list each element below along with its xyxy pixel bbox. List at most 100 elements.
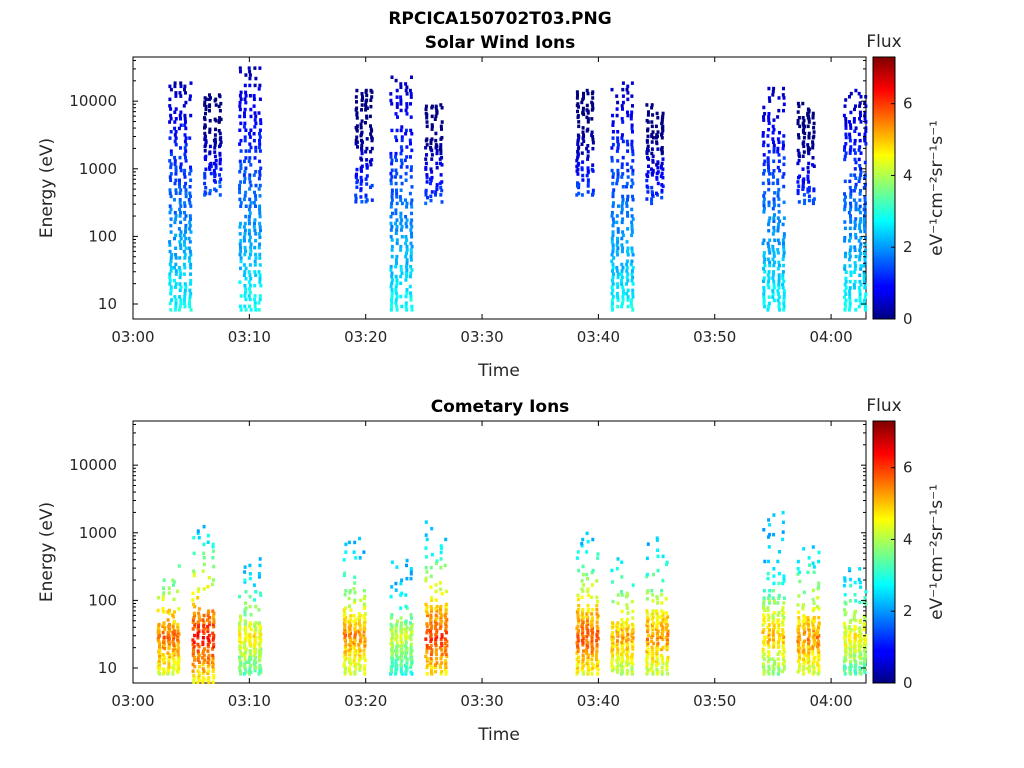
heatmap-cell	[585, 626, 589, 631]
heatmap-cell	[621, 155, 625, 160]
heatmap-cell	[189, 194, 192, 199]
heatmap-cell	[249, 613, 253, 617]
heatmap-cell	[355, 124, 359, 128]
heatmap-cell	[435, 661, 439, 665]
heatmap-cell	[848, 301, 852, 306]
heatmap-cell	[591, 568, 595, 573]
heatmap-cell	[767, 279, 771, 284]
heatmap-cell	[169, 269, 173, 273]
heatmap-cell	[778, 308, 782, 312]
heatmap-cell	[849, 618, 853, 623]
heatmap-cell	[767, 244, 771, 249]
heatmap-cell	[354, 631, 357, 635]
heatmap-cell	[812, 634, 816, 638]
heatmap-cell	[621, 217, 625, 221]
heatmap-cell	[595, 634, 599, 639]
heatmap-cell	[862, 669, 866, 673]
y-tick-label: 100	[88, 227, 117, 245]
heatmap-cell	[864, 236, 867, 240]
heatmap-cell	[183, 295, 187, 299]
heatmap-cell	[184, 285, 188, 289]
heatmap-cell	[342, 664, 346, 668]
heatmap-cell	[772, 270, 775, 274]
heatmap-cell	[213, 143, 217, 147]
heatmap-cell	[796, 648, 800, 652]
heatmap-cell	[243, 657, 247, 661]
heatmap-cell	[849, 91, 853, 96]
heatmap-cell	[595, 579, 599, 583]
heatmap-cell	[409, 254, 413, 259]
heatmap-cell	[621, 230, 625, 234]
heatmap-cell	[768, 260, 772, 265]
heatmap-cell	[244, 308, 248, 312]
heatmap-cell	[655, 651, 659, 656]
heatmap-cell	[364, 177, 368, 181]
heatmap-cell	[580, 618, 584, 622]
heatmap-cell	[806, 621, 810, 625]
heatmap-cell	[410, 165, 413, 169]
heatmap-cell	[355, 111, 359, 115]
heatmap-cell	[244, 94, 248, 98]
heatmap-cell	[807, 619, 811, 623]
heatmap-cell	[817, 639, 821, 643]
heatmap-cell	[858, 220, 862, 224]
heatmap-cell	[796, 161, 800, 166]
heatmap-cell	[424, 654, 428, 659]
heatmap-cell	[244, 204, 248, 208]
heatmap-cell	[354, 95, 358, 99]
heatmap-cell	[782, 301, 786, 306]
heatmap-cell	[391, 278, 394, 282]
heatmap-cell	[615, 107, 619, 111]
heatmap-cell	[424, 157, 428, 161]
heatmap-cell	[364, 150, 368, 154]
heatmap-cell	[581, 178, 585, 182]
heatmap-cell	[616, 663, 620, 668]
heatmap-cell	[586, 144, 590, 148]
heatmap-cell	[179, 236, 183, 241]
heatmap-cell	[610, 657, 614, 661]
heatmap-cell	[762, 140, 766, 144]
heatmap-cell	[365, 146, 369, 151]
heatmap-cell	[853, 286, 856, 290]
heatmap-cell	[258, 83, 262, 88]
heatmap-cell	[611, 599, 615, 604]
heatmap-cell	[202, 542, 206, 547]
heatmap-cell	[631, 253, 635, 257]
heatmap-cell	[848, 567, 851, 571]
heatmap-cell	[211, 544, 215, 549]
heatmap-cell	[798, 655, 801, 660]
heatmap-cell	[816, 644, 820, 649]
heatmap-cell	[239, 259, 243, 264]
heatmap-cell	[626, 624, 630, 628]
heatmap-cell	[404, 644, 407, 648]
heatmap-cell	[849, 110, 853, 115]
heatmap-cell	[254, 256, 258, 260]
heatmap-cell	[394, 175, 397, 179]
heatmap-cell	[812, 670, 816, 674]
heatmap-cell	[808, 668, 811, 672]
heatmap-cell	[771, 131, 775, 135]
heatmap-cell	[353, 581, 357, 585]
heatmap-cell	[591, 106, 595, 111]
heatmap-cell	[767, 222, 770, 227]
heatmap-cell	[243, 135, 247, 139]
heatmap-cell	[435, 108, 439, 113]
heatmap-cell	[806, 637, 810, 642]
heatmap-cell	[439, 565, 443, 570]
heatmap-cell	[817, 626, 821, 631]
heatmap-cell	[849, 126, 853, 130]
heatmap-cell	[238, 66, 242, 70]
heatmap-cell	[405, 563, 408, 568]
heatmap-cell	[782, 254, 786, 258]
heatmap-cell	[395, 308, 399, 312]
heatmap-cell	[842, 113, 846, 118]
heatmap-cell	[615, 214, 619, 218]
heatmap-cell	[445, 630, 448, 635]
heatmap-cell	[409, 221, 413, 226]
heatmap-cell	[173, 295, 177, 299]
heatmap-cell	[631, 647, 635, 651]
heatmap-cell	[777, 295, 781, 299]
heatmap-cell	[433, 663, 437, 667]
heatmap-cell	[762, 615, 766, 620]
heatmap-cell	[430, 153, 434, 157]
